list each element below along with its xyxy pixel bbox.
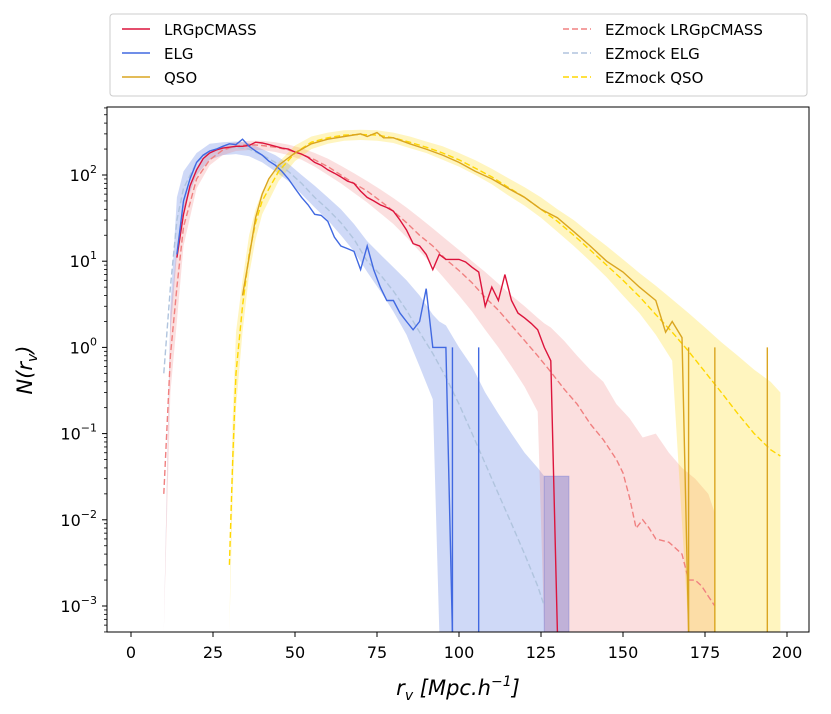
- y-tick-label: 100: [70, 335, 97, 357]
- y-axis-label: N(rv): [13, 345, 41, 394]
- legend-label: QSO: [164, 69, 197, 87]
- y-tick-label: 101: [70, 249, 97, 271]
- x-axis-label: rv [Mpc.h−1]: [396, 674, 520, 704]
- band-qso: [229, 129, 781, 632]
- legend-label: EZmock LRGpCMASS: [605, 21, 763, 39]
- spike-lines: [438, 347, 769, 632]
- y-tick-label: 10−3: [60, 594, 97, 616]
- series-line-qso: [241, 131, 690, 632]
- legend-label: EZmock ELG: [605, 45, 700, 63]
- band-elg: [163, 141, 569, 632]
- series-line-ezmock-qso: [228, 133, 781, 565]
- legend-box: [109, 13, 808, 97]
- legend-label: EZmock QSO: [605, 69, 703, 87]
- legend-label: ELG: [164, 45, 193, 63]
- x-tick-label: 0: [126, 643, 136, 662]
- x-tick-label: 125: [526, 643, 557, 662]
- x-tick-label: 200: [772, 643, 803, 662]
- y-tick-label: 102: [70, 163, 97, 185]
- legend-label: LRGpCMASS: [164, 21, 257, 39]
- series-line-elg: [176, 138, 454, 632]
- y-axis: 102 101 100 10−1 10−2 10−3: [60, 107, 107, 633]
- x-tick-label: 150: [608, 643, 639, 662]
- series-line-ezmock-lrgpcmass: [163, 143, 716, 607]
- band-lrgpcmass: [163, 140, 715, 632]
- x-tick-label: 175: [690, 643, 721, 662]
- x-tick-label: 75: [367, 643, 387, 662]
- series-line-lrgpcmass: [176, 141, 559, 632]
- x-tick-label: 25: [203, 643, 223, 662]
- y-tick-label: 10−1: [60, 422, 97, 444]
- y-tick-label: 10−2: [60, 508, 97, 530]
- x-tick-label: 50: [285, 643, 305, 662]
- x-tick-label: 100: [444, 643, 475, 662]
- x-axis: 0 25 50 75 100 125 150 175 200: [126, 632, 802, 662]
- legend: LRGpCMASS ELG QSO EZmock LRGpCMASS EZmock EL…: [109, 13, 808, 97]
- series-lines: [163, 131, 781, 632]
- plot-frame: [106, 106, 810, 633]
